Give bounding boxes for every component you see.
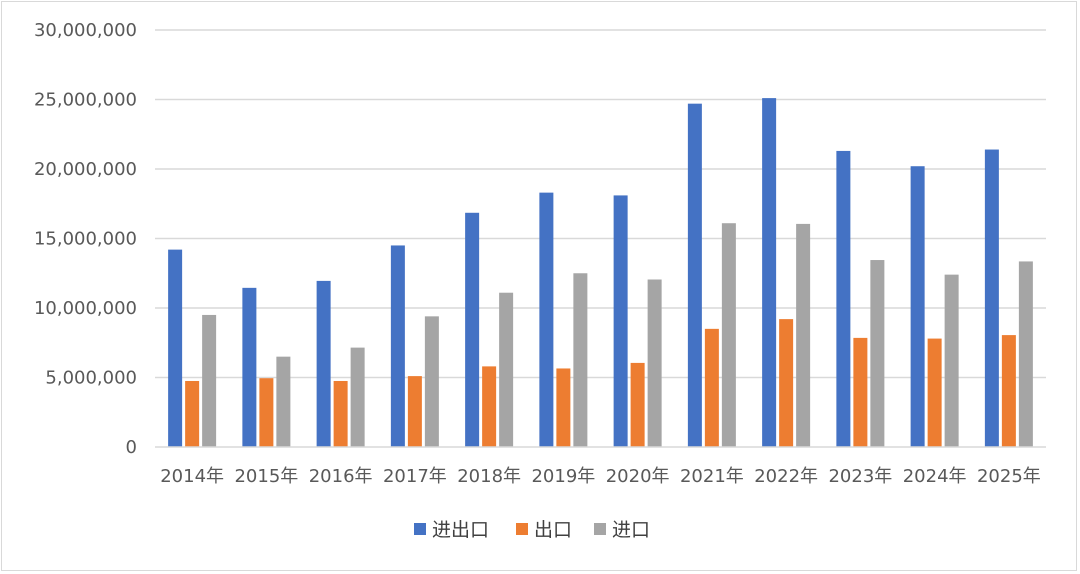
y-tick-label: 5,000,000: [45, 368, 137, 389]
bar-2019年-进口: [573, 273, 588, 447]
bar-2023年-进口: [870, 260, 885, 447]
bar-2020年-出口: [630, 362, 645, 447]
bar-2014年-进出口: [168, 249, 183, 447]
bar-2025年-进出口: [984, 149, 999, 448]
legend-label: 出口: [534, 519, 572, 541]
bar-2019年-进出口: [539, 192, 554, 447]
x-tick-label: 2019年: [531, 466, 595, 487]
y-tick-label: 20,000,000: [34, 159, 137, 180]
bar-2016年-出口: [333, 380, 348, 447]
bar-2014年-出口: [185, 380, 200, 447]
legend-swatch: [516, 523, 528, 535]
gridlines: [155, 29, 1046, 379]
x-tick-label: 2017年: [383, 466, 447, 487]
legend-swatch: [594, 523, 606, 535]
x-tick-label: 2015年: [234, 466, 298, 487]
x-tick-label: 2018年: [457, 466, 521, 487]
x-tick-label: 2016年: [309, 466, 373, 487]
bar-2024年-进口: [944, 274, 959, 447]
x-tick-label: 2023年: [828, 466, 892, 487]
y-tick-label: 25,000,000: [34, 90, 137, 111]
legend-swatch: [414, 523, 426, 535]
bar-2023年-出口: [853, 337, 868, 447]
x-tick-label: 2025年: [977, 466, 1041, 487]
x-tick-label: 2024年: [903, 466, 967, 487]
bar-2024年-出口: [927, 338, 942, 447]
bar-2020年-进出口: [613, 195, 628, 447]
bar-2022年-出口: [779, 319, 794, 447]
bar-2021年-进出口: [687, 103, 702, 448]
bar-2016年-进出口: [316, 280, 331, 447]
x-tick-label: 2020年: [606, 466, 670, 487]
bar-2017年-进出口: [390, 245, 405, 447]
bar-2020年-进口: [647, 279, 662, 447]
bar-2018年-出口: [482, 366, 497, 447]
bar-2015年-出口: [259, 378, 274, 447]
y-tick-label: 0: [126, 437, 137, 458]
x-tick-label: 2021年: [680, 466, 744, 487]
bars: [168, 98, 1033, 448]
bar-2023年-进出口: [836, 150, 851, 447]
bar-2024年-进出口: [910, 166, 925, 447]
legend-label: 进出口: [432, 519, 489, 541]
y-tick-label: 15,000,000: [34, 229, 137, 250]
bar-2018年-进口: [499, 292, 514, 447]
bar-2021年-出口: [704, 328, 719, 447]
bar-2017年-进口: [424, 316, 439, 447]
x-tick-label: 2022年: [754, 466, 818, 487]
bar-2021年-进口: [721, 223, 736, 447]
bar-2019年-出口: [556, 368, 571, 447]
bar-2025年-出口: [1001, 335, 1016, 447]
bar-2015年-进口: [276, 356, 291, 447]
y-tick-label: 10,000,000: [34, 298, 137, 319]
x-tick-label: 2014年: [160, 466, 224, 487]
bar-2018年-进出口: [465, 212, 480, 447]
bar-2025年-进口: [1018, 261, 1033, 447]
bar-2014年-进口: [202, 314, 217, 447]
legend-label: 进口: [612, 519, 650, 541]
bar-2022年-进出口: [762, 98, 777, 448]
x-axis-tick-labels: 2014年 2015年 2016年 2017年 2018年 2019年 2020年 2021年…: [160, 466, 1041, 487]
bar-2022年-进口: [796, 223, 811, 447]
bar-2015年-进出口: [242, 287, 257, 447]
bar-2016年-进口: [350, 347, 365, 447]
bar-2017年-出口: [407, 376, 422, 447]
legend: 进出口 出口 进口: [414, 519, 650, 541]
y-axis-tick-labels: 0 5,000,000 10,000,000 15,000,000 20,000,000…: [34, 20, 137, 458]
y-tick-label: 30,000,000: [34, 20, 137, 41]
